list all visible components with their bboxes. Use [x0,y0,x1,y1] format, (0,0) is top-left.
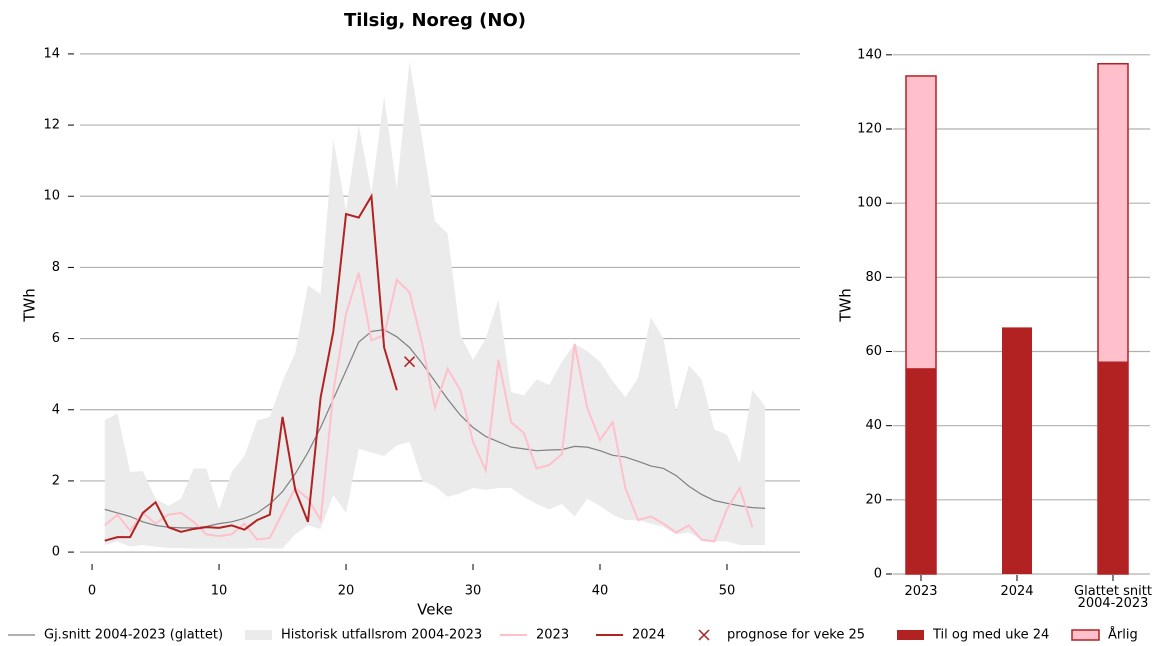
y-axis-label: TWh [21,288,39,323]
x-tick-label: 30 [465,584,482,599]
x-axis-label: Veke [417,601,453,619]
x-tick-label: 2024 [1000,584,1033,599]
legend-label: Historisk utfallsrom 2004-2023 [281,628,482,643]
y-tick-label: 6 [52,331,60,346]
y-tick-label: 10 [43,189,60,204]
legend-swatch [245,630,272,640]
x-tick-label: 20 [338,584,355,599]
x-tick-label: 10 [211,584,228,599]
legend-label: 2023 [536,628,569,643]
forecast-marker [403,356,416,368]
y-tick-label: 40 [865,418,882,433]
line [104,329,766,529]
range-band [104,61,766,549]
y-tick-label: 60 [865,344,882,359]
y-tick-label: 8 [52,260,60,275]
y-tick-label: 100 [857,196,882,211]
x-tick-label: 0 [88,584,96,599]
legend-label: 2024 [632,628,665,643]
y-tick-label: 120 [857,122,882,137]
x-tick-label: 2023 [904,584,937,599]
legend-swatch [1071,629,1100,641]
bar [1098,361,1128,574]
legend-swatch [897,630,924,640]
legend-label: Gj.snitt 2004-2023 (glattet) [44,628,223,643]
y-tick-label: 2 [52,473,60,488]
y-tick-label: 0 [52,545,60,560]
legend-swatch [698,629,710,641]
y-tick-label: 12 [43,118,60,133]
line [104,272,754,543]
bar [1002,327,1032,574]
legend-label: prognose for veke 25 [727,628,865,643]
y-tick-label: 140 [857,47,882,62]
chart-title: Tilsig, Noreg (NO) [344,10,526,31]
x-tick-label: 40 [592,584,609,599]
y-tick-label: 4 [52,402,60,417]
legend-label: Årlig [1108,627,1138,643]
y-tick-label: 80 [865,270,882,285]
bar [906,368,936,574]
y-tick-label: 14 [43,46,60,61]
y-axis-label: TWh [837,288,855,323]
x-tick-label: Glattet snitt 2004-2023 [1074,584,1152,611]
line [104,193,398,542]
legend-label: Til og med uke 24 [932,628,1049,643]
x-tick-label: 50 [719,584,736,599]
y-tick-label: 0 [874,567,882,582]
y-tick-label: 20 [865,492,882,507]
